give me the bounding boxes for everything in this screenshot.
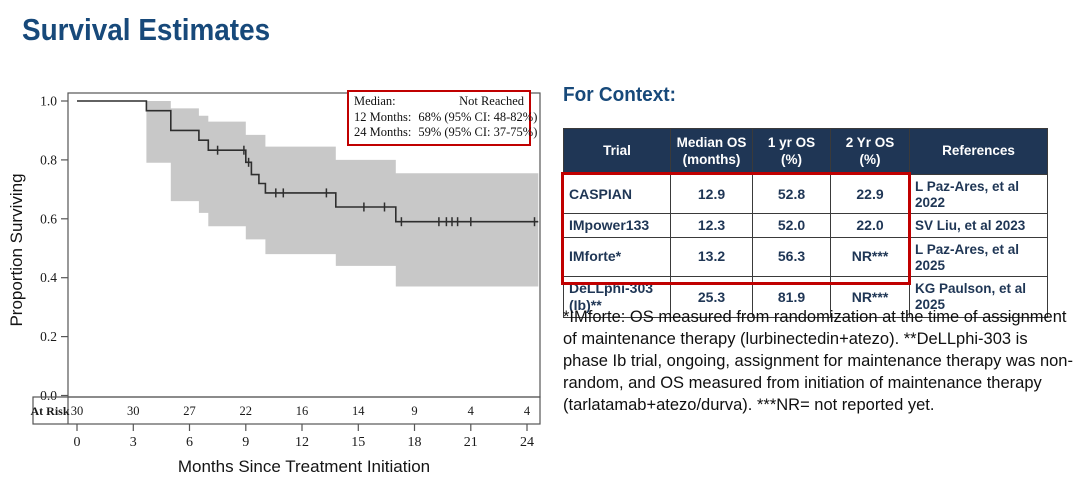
at-risk-count: 16: [296, 404, 309, 418]
y-tick-label: 0.0: [40, 388, 57, 403]
table-cell: 12.3: [670, 213, 753, 238]
table-header-cell: 1 yr OS (%): [752, 128, 831, 175]
x-tick-label: 0: [74, 435, 81, 450]
legend-median-value: Not Reached: [459, 94, 524, 108]
table-row: CASPIAN 12.9 52.8 22.9 L Paz-Ares, et al 202…: [563, 173, 1048, 215]
table-header-cell: References: [909, 128, 1048, 175]
y-tick-label: 0.4: [40, 270, 57, 285]
y-tick-label: 0.6: [40, 211, 57, 226]
table-cell: KG Paulson, et al 2025: [909, 275, 1048, 318]
table-header-cell: 2 Yr OS (%): [830, 128, 910, 175]
x-tick-label: 9: [242, 435, 249, 450]
at-risk-count: 27: [183, 404, 196, 418]
legend-row-median: Median: Not Reached: [354, 94, 524, 110]
legend-row-24mo: 24 Months: 59% (95% CI: 37-75%): [354, 125, 537, 141]
table-cell: SV Liu, et al 2023: [909, 213, 1048, 238]
y-tick-label: 0.2: [40, 329, 57, 344]
at-risk-count: 9: [411, 404, 417, 418]
context-table-wrap: Trial Median OS (months) 1 yr OS (%) 2 Yr O…: [563, 128, 1048, 318]
table-header-row: Trial Median OS (months) 1 yr OS (%) 2 Yr O…: [563, 128, 1048, 175]
at-risk-count: 14: [352, 404, 365, 418]
table-row: IMforte* 13.2 56.3 NR*** L Paz-Ares, et al 2…: [563, 236, 1048, 277]
km-plot-dynamic: 1.00.80.60.40.20.0At Risk 30 30 27 22 16 14 9 4 4…: [30, 92, 541, 450]
at-risk-count: 22: [240, 404, 253, 418]
at-risk-label: At Risk: [30, 404, 69, 418]
legend-12mo-label: 12 Months:: [354, 109, 412, 124]
x-axis-title: Months Since Treatment Initiation: [178, 457, 430, 476]
x-tick-label: 3: [130, 435, 137, 450]
table-cell: 52.0: [752, 213, 831, 238]
at-risk-count: 4: [468, 404, 475, 418]
table-cell: 22.0: [830, 213, 910, 238]
survival-stats-box: Median: Not Reached 12 Months: 68% (95% …: [347, 90, 537, 146]
table-header-cell: Median OS (months): [670, 128, 753, 175]
footnote-text: *IMforte: OS measured from randomization…: [563, 308, 1073, 414]
table-header-cell: Trial: [563, 128, 671, 175]
table-cell: 22.9: [830, 173, 910, 215]
at-risk-count: 4: [524, 404, 531, 418]
x-tick-label: 24: [520, 435, 534, 450]
x-tick-label: 12: [295, 435, 309, 450]
at-risk-count: 30: [71, 404, 84, 418]
y-tick-label: 0.8: [40, 152, 57, 167]
context-table: Trial Median OS (months) 1 yr OS (%) 2 Yr O…: [563, 128, 1048, 318]
legend-row-12mo: 12 Months: 68% (95% CI: 48-82%): [354, 109, 537, 126]
km-svg: 1.00.80.60.40.20.0At Risk 30 30 27 22 16 14 9 4 4…: [7, 92, 541, 476]
legend-24mo-value: 59% (95% CI: 37-75%): [418, 125, 538, 139]
y-tick-label: 1.0: [40, 94, 57, 109]
table-row: IMpower133 12.3 52.0 22.0 SV Liu, et al 2023: [563, 213, 1048, 238]
table-cell: IMforte*: [563, 236, 671, 277]
table-cell: IMpower133: [563, 213, 671, 238]
x-tick-label: 21: [464, 435, 478, 450]
table-cell: NR***: [830, 236, 910, 277]
x-tick-label: 15: [351, 435, 365, 450]
at-risk-count: 30: [127, 404, 140, 418]
km-chart: 1.0 0.8 0.6 0.4 0.2 0.0 At Risk 30 30 27 22 16 14 9 4 4…: [0, 85, 560, 485]
context-heading: For Context:: [563, 84, 676, 106]
page-title: Survival Estimates: [22, 12, 271, 47]
x-tick-label: 6: [186, 435, 193, 450]
y-axis-title: Proportion Surviving: [7, 173, 26, 326]
table-cell: 56.3: [752, 236, 831, 277]
legend-median-label: Median:: [354, 94, 396, 108]
table-cell: 13.2: [670, 236, 753, 277]
table-cell: L Paz-Ares, et al 2025: [909, 236, 1048, 277]
legend-12mo-value: 68% (95% CI: 48-82%): [418, 109, 538, 124]
table-cell: CASPIAN: [563, 173, 671, 215]
table-cell: 12.9: [670, 173, 753, 215]
at-risk-box: [32, 396, 541, 425]
table-cell: L Paz-Ares, et al 2022: [909, 173, 1048, 215]
table-cell: 52.8: [752, 173, 831, 215]
x-tick-label: 18: [408, 435, 422, 450]
legend-24mo-label: 24 Months:: [354, 125, 412, 139]
